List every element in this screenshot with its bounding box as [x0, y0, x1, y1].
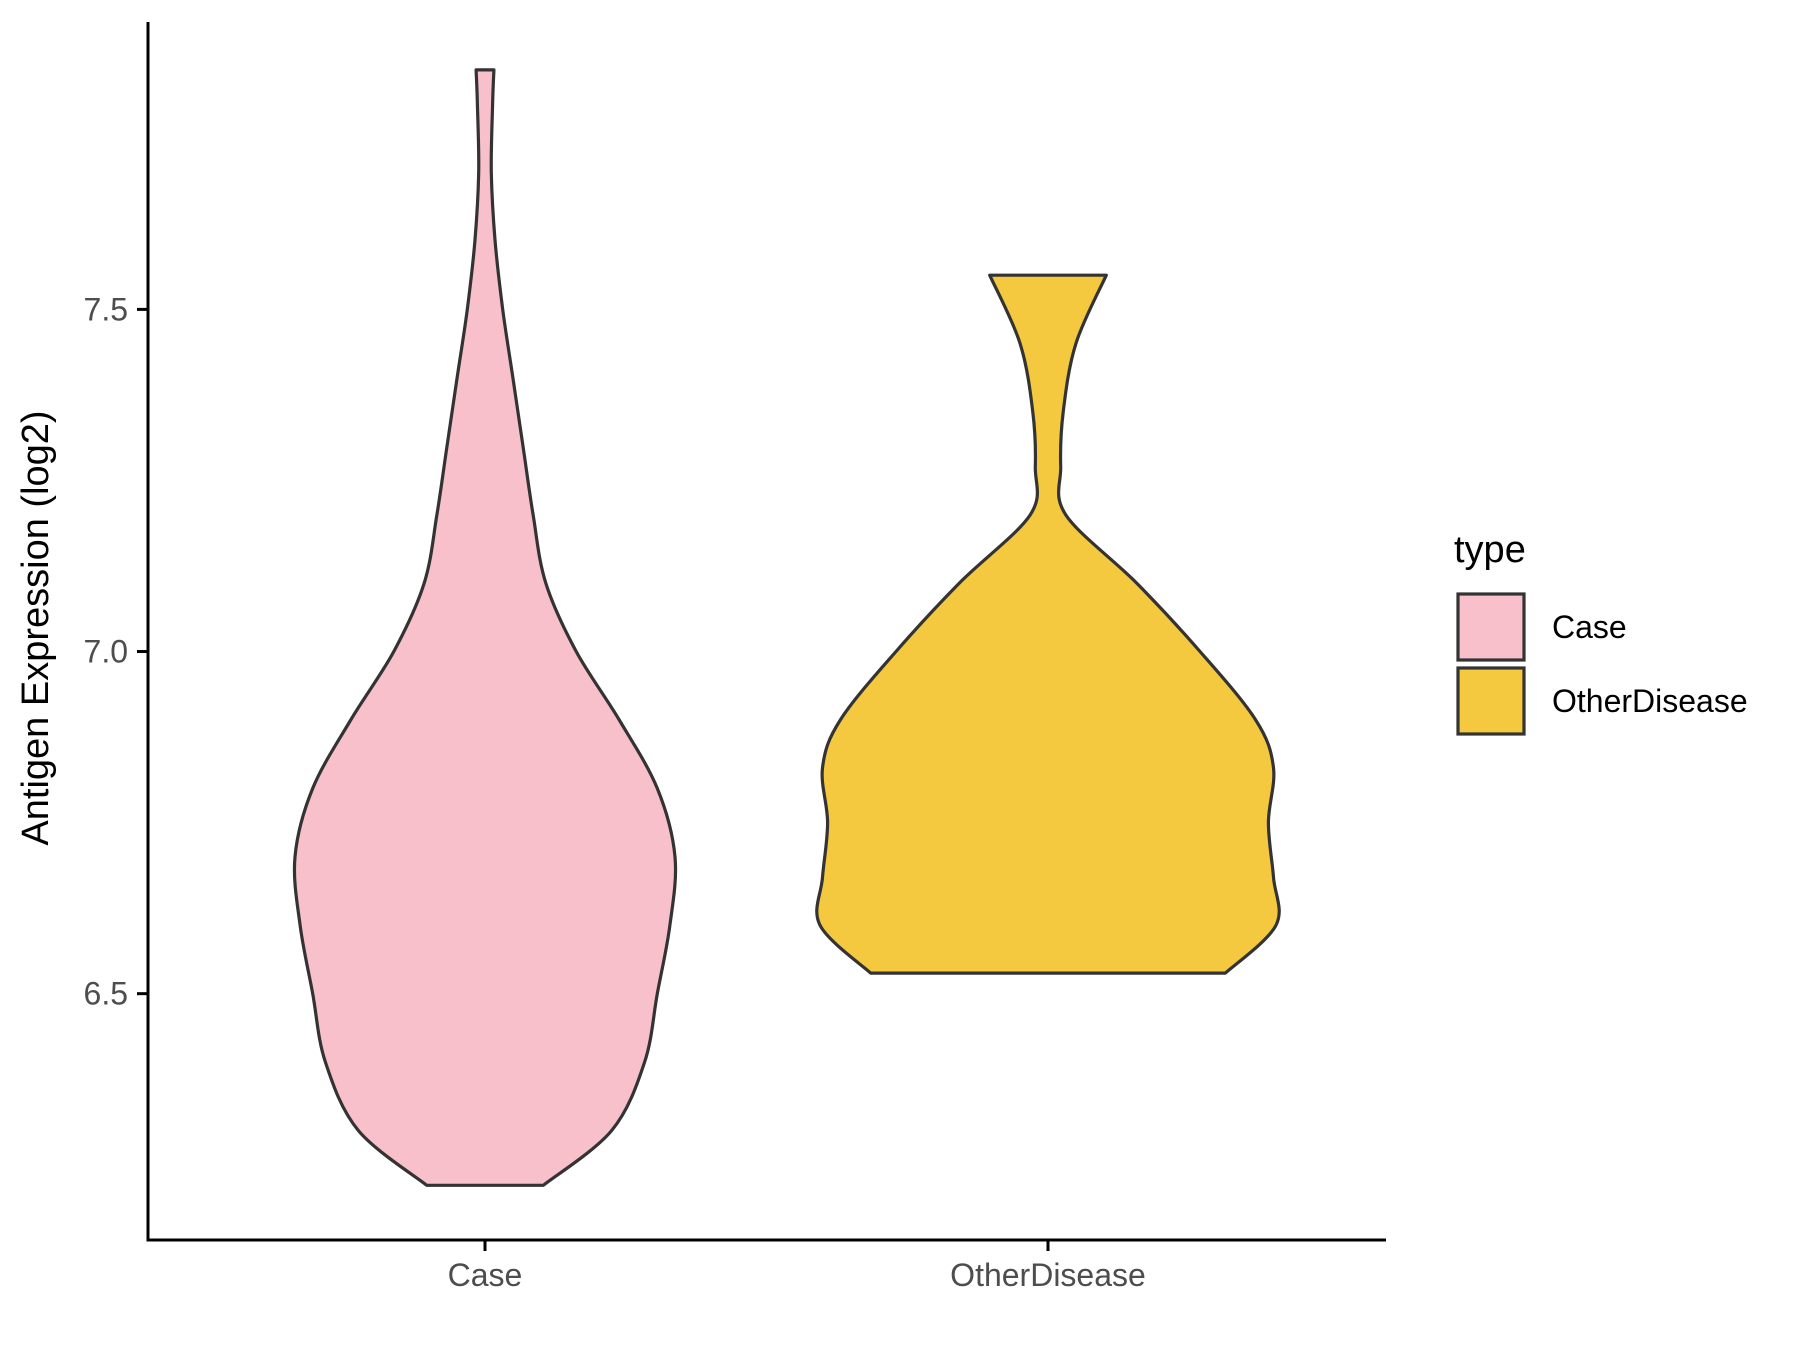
x-axis: Case OtherDisease: [146, 1238, 1386, 1293]
violins-layer: [292, 68, 1281, 1187]
y-axis: 6.5 7.0 7.5: [84, 22, 150, 1242]
legend-key-otherdisease: [1456, 666, 1526, 736]
legend-label: Case: [1552, 609, 1627, 645]
y-axis-title: Antigen Expression (log2): [15, 410, 57, 845]
violin-otherdisease: [815, 273, 1281, 975]
y-tick-label: 7.5: [84, 291, 128, 327]
x-tick-label: OtherDisease: [950, 1257, 1146, 1293]
legend-label: OtherDisease: [1552, 683, 1748, 719]
x-tick-label: Case: [448, 1257, 523, 1293]
legend-key-case: [1456, 592, 1526, 662]
legend: type Case OtherDisease: [1454, 529, 1748, 736]
violin-case: [292, 68, 678, 1187]
y-tick-label: 6.5: [84, 976, 128, 1012]
y-tick-label: 7.0: [84, 634, 128, 670]
legend-title: type: [1454, 529, 1526, 571]
